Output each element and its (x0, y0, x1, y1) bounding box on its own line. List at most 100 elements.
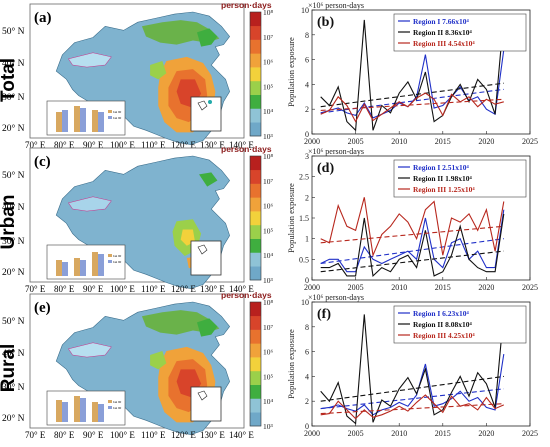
legend-label: Region I 6.23x10⁴ (413, 309, 470, 318)
colorbar-tick-label: 10³ (263, 422, 274, 431)
svg-text:140° E: 140° E (229, 140, 254, 150)
y-tick-label: 3 (305, 152, 309, 161)
trend-line (320, 403, 504, 415)
y-axis-label: Population exposure (286, 329, 296, 399)
series-line-region-iii (320, 394, 505, 420)
colorbar-segment (250, 315, 261, 330)
svg-text:100° E: 100° E (110, 284, 135, 294)
y-tick-label: 10 (301, 298, 309, 307)
svg-text:100° E: 100° E (110, 140, 135, 150)
panel-label-e: (e) (34, 300, 51, 316)
legend-label: Region II 8.36x10⁴ (413, 28, 472, 37)
colorbar-tick-label: 10⁴ (263, 251, 274, 260)
colorbar-segment (250, 357, 261, 372)
chart-b: 2000 2005 2010 2015 2020 2025 0 2 4 6 8 10 Populatio… (286, 1, 538, 146)
svg-text:30° N: 30° N (2, 382, 25, 393)
colorbar-segment (250, 80, 261, 95)
colorbar-segment (250, 169, 261, 184)
x-tick-label: 2010 (391, 429, 407, 438)
series-line-region-ii (320, 16, 505, 132)
legend-box (393, 305, 527, 344)
colorbar-segment (250, 39, 261, 54)
y-tick-label: 1.5 (299, 214, 309, 223)
colorbar-tick-label: 10³ (263, 276, 274, 285)
svg-text:80° E: 80° E (54, 140, 75, 150)
colorbar-segment (250, 94, 261, 109)
x-tick-label: 2000 (304, 137, 320, 146)
legend-label: Region II 8.08x10⁴ (413, 320, 472, 329)
colorbar-tick-label: 10³ (263, 132, 274, 141)
svg-text:40° N: 40° N (2, 348, 25, 359)
panel-label-c: (c) (34, 154, 51, 170)
legend-label: Region III 4.25x10⁴ (413, 331, 475, 340)
legend-label: Region III 4.54x10⁴ (413, 39, 475, 48)
colorbar-frame (249, 155, 262, 281)
inset-legend-1: Jan 90 (113, 110, 122, 114)
svg-text:80° E: 80° E (54, 284, 75, 294)
colorbar-tick-label: 10⁷ (263, 323, 274, 332)
svg-text:40° N: 40° N (2, 202, 25, 213)
inset-bar-chart-e: Jan 90 Jan 90 (56, 396, 122, 422)
y-tick-label: 1 (305, 235, 309, 244)
svg-text:20° N: 20° N (2, 413, 25, 424)
svg-text:130° E: 130° E (200, 140, 225, 150)
inset-bar-chart-a: Jan 90 Jan 90 (56, 106, 122, 132)
colorbar-tick-label: 10⁸ (263, 298, 274, 307)
panel-label: (f) (317, 307, 331, 322)
trend-line (320, 225, 504, 244)
colorbar-segment (250, 108, 261, 123)
panel-label-a: (a) (34, 10, 52, 26)
y-tick-label: 6 (305, 348, 309, 357)
svg-text:80° E: 80° E (54, 430, 75, 440)
y-axis-unit: ×10⁶ person-days (308, 147, 364, 156)
colorbar-ticks: 10³ 10⁴ 10⁵ 10⁶ 10⁷ 10⁸ 10³ 10⁴ 10⁵ 10⁶ 10⁷ 10⁸ 10³ 1… (263, 8, 274, 431)
y-tick-label: 2.5 (299, 173, 309, 182)
svg-text:50° N: 50° N (2, 316, 25, 327)
y-tick-label: 0 (305, 422, 309, 431)
row-label-urban: Urban (0, 195, 19, 250)
colorbar-tick-label: 10⁵ (263, 226, 274, 235)
svg-text:30° N: 30° N (2, 236, 25, 247)
x-tick-label: 2005 (348, 429, 364, 438)
x-tick-label: 2025 (522, 283, 538, 292)
svg-text:70° E: 70° E (25, 284, 46, 294)
map-panel-e: Jan 90 Jan 90 (e) 50° N 40° N 30° N 20° … (2, 293, 254, 440)
x-tick-label: 2015 (435, 137, 451, 146)
colorbar-tick-label: 10⁴ (263, 397, 274, 406)
inset-bar-chart-c: Jan 90 Jan 90 (56, 252, 122, 276)
legend-label: Region I 7.66x10⁴ (413, 17, 470, 26)
panel-label: (b) (317, 15, 334, 30)
svg-text:120° E: 120° E (171, 140, 196, 150)
y-tick-label: 0 (305, 130, 309, 139)
trend-line (320, 238, 504, 265)
trend-line (320, 388, 504, 410)
svg-text:140° E: 140° E (229, 284, 254, 294)
svg-text:90° E: 90° E (83, 430, 104, 440)
colorbar-segment (250, 197, 261, 212)
svg-text:Jan 90: Jan 90 (113, 406, 122, 410)
y-tick-label: 0.5 (299, 255, 309, 264)
x-tick-label: 2020 (478, 283, 494, 292)
colorbar-segment (250, 238, 261, 253)
colorbar-segment (250, 302, 261, 317)
svg-text:100° E: 100° E (110, 430, 135, 440)
svg-text:90° E: 90° E (83, 284, 104, 294)
svg-text:Jan 90: Jan 90 (113, 400, 122, 404)
y-axis-label: Population exposure (286, 183, 296, 253)
colorbar-segment (250, 224, 261, 239)
chart-f: 2000 2005 2010 2015 2020 2025 0 2 4 6 8 10 Populatio… (286, 293, 538, 438)
colorbar-segment (250, 398, 261, 413)
colorbar-segment (250, 12, 261, 27)
colorbar-segment (250, 156, 261, 171)
colorbar-segment (250, 183, 261, 198)
x-tick-label: 2025 (522, 429, 538, 438)
colorbar-segment (250, 252, 261, 267)
svg-text:70° E: 70° E (25, 430, 46, 440)
row-label-rural: Rural (0, 344, 19, 393)
svg-text:110° E: 110° E (141, 430, 166, 440)
colorbar-tick-label: 10⁷ (263, 177, 274, 186)
colorbar-tick-label: 10⁸ (263, 152, 274, 161)
svg-text:120° E: 120° E (171, 430, 196, 440)
svg-text:130° E: 130° E (200, 430, 225, 440)
